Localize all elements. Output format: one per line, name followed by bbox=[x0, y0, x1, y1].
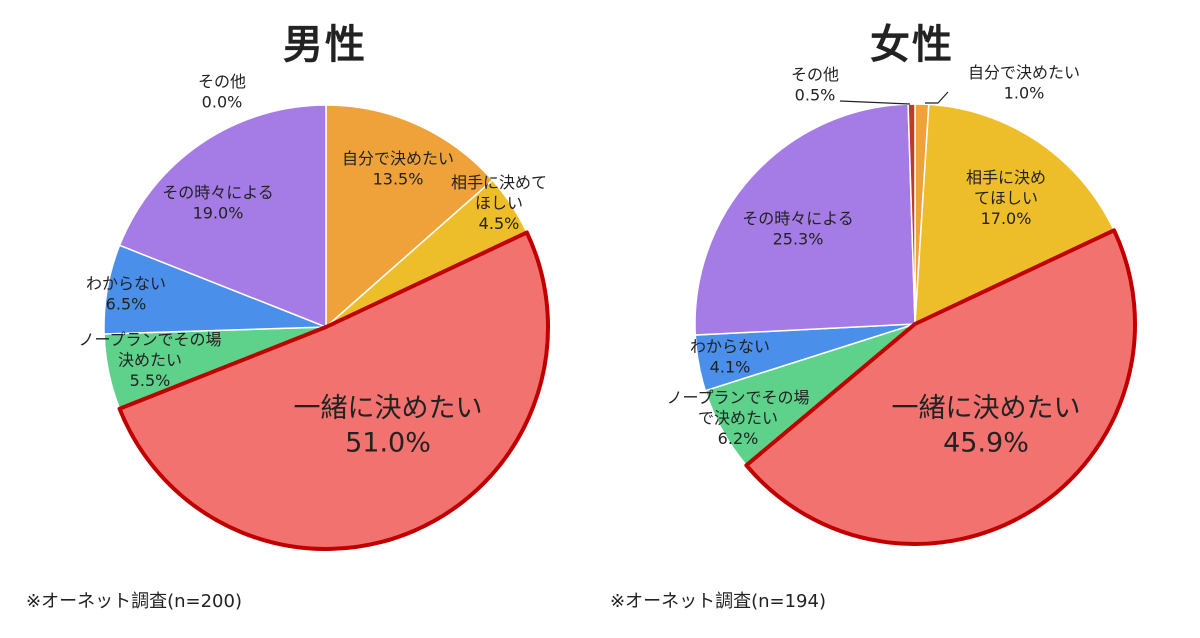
female-pie-chart: 自分で決めたい 1.0% 相手に決めてほしい 17.0% 一緒に決めたい 45.9% ノープ… bbox=[666, 63, 1137, 546]
leader-line bbox=[839, 100, 911, 105]
chart-title: 女性 bbox=[870, 22, 954, 68]
slice-value: 4.5% bbox=[479, 214, 520, 233]
slice-name: 相手に決め bbox=[966, 168, 1046, 187]
slice-name: ノープランでその場 bbox=[666, 388, 809, 407]
slice-value: 1.0% bbox=[1004, 83, 1045, 102]
slice-value: 0.5% bbox=[795, 85, 836, 104]
slice-value: 13.5% bbox=[373, 169, 424, 188]
slice-name: わからない bbox=[690, 337, 770, 356]
leader-line bbox=[925, 91, 949, 104]
slice-label: ノープランでその場で決めたい 6.2% bbox=[666, 388, 809, 448]
slice-name: てほしい bbox=[974, 188, 1038, 207]
pie-slice-0 bbox=[325, 104, 494, 329]
slice-value: 0.0% bbox=[202, 92, 243, 111]
slice-name: ほしい bbox=[475, 193, 523, 212]
slice-value: 6.5% bbox=[106, 294, 147, 313]
slice-value: 4.1% bbox=[710, 357, 751, 376]
slice-label: その時々による 19.0% bbox=[162, 183, 274, 222]
slice-label: 自分で決めたい 13.5% bbox=[342, 149, 454, 188]
slice-name: 自分で決めたい bbox=[342, 149, 454, 168]
highlight-outline bbox=[117, 230, 550, 551]
slice-label: 一緒に決めたい 45.9% bbox=[892, 393, 1081, 459]
survey-footnote: ※オーネット調査(n=194) bbox=[610, 591, 826, 612]
highlight-outline bbox=[744, 228, 1137, 546]
slice-value: 51.0% bbox=[345, 428, 431, 459]
slice-name: その時々による bbox=[742, 209, 854, 228]
slice-name: 一緒に決めたい bbox=[294, 393, 483, 424]
slice-name: その時々による bbox=[162, 183, 274, 202]
slice-name: ノープランでその場 bbox=[78, 330, 221, 349]
slice-label: わからない 6.5% bbox=[86, 274, 166, 313]
slice-label: 相手に決めてほしい 17.0% bbox=[966, 168, 1046, 228]
slice-name: 相手に決めて bbox=[451, 173, 547, 192]
slice-name: その他 bbox=[198, 72, 246, 91]
slice-value: 19.0% bbox=[193, 203, 244, 222]
slices bbox=[694, 103, 1136, 545]
survey-footnote: ※オーネット調査(n=200) bbox=[26, 591, 242, 612]
female-chart-panel: 女性 自分で決めたい 1.0% 相手に決めてほしい 17.0% 一緒に決めたい 45.9%… bbox=[600, 0, 1200, 638]
slice-label: その他 0.5% bbox=[791, 65, 839, 104]
slice-label: わからない 4.1% bbox=[690, 337, 770, 376]
slice-label: その時々による 25.3% bbox=[742, 209, 854, 248]
slice-name: で決めたい bbox=[698, 408, 778, 427]
slice-name: その他 bbox=[791, 65, 839, 84]
pie-slice-5 bbox=[694, 103, 916, 336]
male-chart-panel: 男性 自分で決めたい 13.5% 相手に決めてほしい 4.5% 一緒に決めたい 51.0%… bbox=[26, 22, 550, 612]
slice-value: 45.9% bbox=[943, 428, 1029, 459]
slice-label: 一緒に決めたい 51.0% bbox=[294, 393, 483, 459]
slice-label: ノープランでその場決めたい 5.5% bbox=[78, 330, 221, 390]
slice-label: その他 0.0% bbox=[198, 72, 246, 111]
slice-value: 5.5% bbox=[130, 371, 171, 390]
slice-name: 決めたい bbox=[118, 350, 182, 369]
chart-title: 男性 bbox=[283, 22, 367, 68]
slice-value: 25.3% bbox=[773, 229, 824, 248]
slice-label: 相手に決めてほしい 4.5% bbox=[451, 173, 547, 233]
slice-value: 17.0% bbox=[981, 209, 1032, 228]
male-pie-chart: 自分で決めたい 13.5% 相手に決めてほしい 4.5%一緒に決めたい 51.0%ノープ… bbox=[78, 72, 550, 551]
pie-slice-5 bbox=[118, 104, 327, 329]
slices bbox=[103, 104, 549, 550]
slice-value: 6.2% bbox=[718, 429, 759, 448]
slice-label: 自分で決めたい 1.0% bbox=[968, 63, 1080, 102]
slice-name: わからない bbox=[86, 274, 166, 293]
pie-slice-1 bbox=[914, 103, 1116, 326]
slice-name: 自分で決めたい bbox=[968, 63, 1080, 82]
slice-name: 一緒に決めたい bbox=[892, 393, 1081, 424]
